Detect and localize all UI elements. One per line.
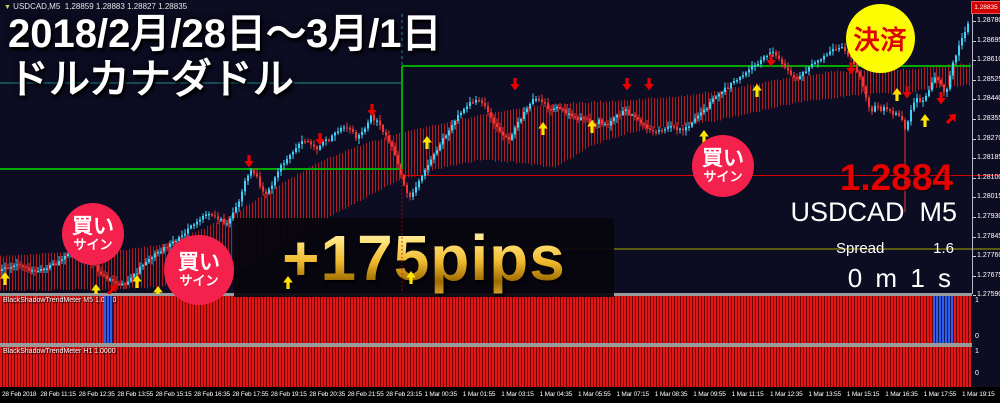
time-axis-label: 28 Feb 23:15 — [386, 391, 422, 398]
price-tick — [973, 40, 976, 42]
price-tick — [973, 60, 976, 62]
pane-separator[interactable] — [0, 343, 972, 347]
time-axis-label: 1 Mar 16:35 — [885, 391, 918, 398]
price-tick — [973, 217, 976, 218]
price-axis-label: 1.28015 — [977, 193, 1000, 201]
exit-signal-badge: 決済 — [846, 4, 915, 73]
price-tick — [973, 119, 976, 120]
time-axis-label: 28 Feb 21:55 — [347, 391, 384, 398]
price-tick — [973, 99, 976, 101]
headline: 2018/2月/28日〜3月/1日 ドルカナダドル — [8, 12, 442, 103]
time-axis-label: 1 Mar 11:15 — [731, 391, 764, 398]
time-axis-label: 1 Mar 01:55 — [462, 391, 496, 398]
price-tick — [973, 177, 976, 179]
price-axis-label: 1.27675 — [977, 271, 1000, 279]
price-axis-label: 1.28780 — [977, 17, 1000, 24]
time-axis-label: 28 Feb 11:15 — [40, 391, 76, 398]
price-axis-label: 1.27760 — [977, 252, 1000, 260]
trendmeter-blue-bars — [933, 296, 953, 343]
time-axis-label: 28 Feb 15:15 — [155, 391, 192, 398]
price-axis-label: 1.27930 — [977, 213, 1000, 220]
pane-scale-label: 1 — [975, 348, 979, 355]
price-tick — [973, 256, 976, 258]
pips-result-text: +175pips — [282, 221, 566, 294]
time-axis-label: 28 Feb 16:35 — [194, 391, 230, 398]
time-axis[interactable]: 28 Feb 2018 28 Feb 11:15 28 Feb 12:35 28 Fe… — [0, 387, 1000, 403]
price-axis-label: 1.28270 — [977, 134, 1000, 142]
time-axis-label: 1 Mar 03:15 — [501, 391, 534, 398]
trendmeter-m5-label: BlackShadowTrendMeter M5 1.0000 — [3, 297, 117, 304]
time-axis-label: 28 Feb 13:55 — [117, 391, 154, 398]
price-tick — [973, 197, 976, 199]
price-axis-label: 1.28440 — [977, 95, 1000, 103]
time-axis-label: 28 Feb 19:15 — [270, 391, 307, 398]
pair-timeframe-label: USDCAD M5 — [790, 197, 957, 227]
price-tick — [973, 295, 976, 297]
price-tick — [973, 79, 976, 81]
chart-title-bar: ▼ USDCAD,M5 1.28859 1.28883 1.28827 1.28… — [0, 0, 1000, 13]
trendmeter-m5-pane[interactable]: BlackShadowTrendMeter M5 1.0000 — [0, 296, 971, 343]
buy-signal-badge-3: 買い サイン — [692, 135, 754, 197]
price-axis-label: 1.28185 — [977, 154, 1000, 162]
time-axis-label: 28 Feb 20:35 — [309, 391, 346, 398]
pane-scale-label: 0 — [975, 333, 979, 340]
pane-scale-label: 0 — [975, 370, 979, 377]
spread-label: Spread — [836, 240, 885, 257]
pane-scale-label: 1 — [975, 297, 979, 304]
candle-timer: 0 m 1 s — [847, 263, 954, 293]
spread-row: Spread 1.6 — [836, 240, 954, 257]
trendmeter-h1-label: BlackShadowTrendMeter H1 1.0000 — [3, 348, 116, 355]
time-axis-label: 1 Mar 07:15 — [616, 391, 649, 398]
price-axis-label: 1.27845 — [977, 232, 1000, 240]
exit-price-label: 1.2884 — [839, 157, 953, 198]
headline-pair: ドルカナダドル — [8, 55, 294, 102]
time-axis-label: 1 Mar 17:55 — [923, 391, 957, 398]
spread-value: 1.6 — [933, 240, 954, 257]
price-axis[interactable]: 1.28780 1.28695 1.28610 1.28525 1.28440 1.283… — [972, 13, 1000, 298]
price-tick — [973, 158, 976, 160]
price-axis-label: 1.28525 — [977, 75, 1000, 83]
time-axis-label: 1 Mar 19:15 — [962, 391, 995, 398]
time-axis-label: 28 Feb 12:35 — [78, 391, 115, 398]
trendmeter-h1-pane[interactable]: BlackShadowTrendMeter H1 1.0000 — [0, 347, 971, 387]
symbol-period-label: USDCAD,M5 — [13, 2, 61, 11]
price-axis-label: 1.28695 — [977, 36, 1000, 44]
chart-marker-icon: ▼ — [4, 4, 11, 11]
price-axis-label: 1.28610 — [977, 56, 1000, 64]
price-axis-label: 1.28355 — [977, 115, 1000, 122]
price-tick — [973, 236, 976, 238]
time-axis-label: 1 Mar 05:55 — [578, 391, 611, 398]
buy-signal-badge-2: 買い サイン — [164, 235, 234, 305]
price-tick — [973, 275, 976, 277]
time-axis-label: 28 Feb 2018 — [2, 391, 37, 398]
time-axis-label: 1 Mar 15:15 — [846, 391, 880, 398]
price-tick — [973, 21, 976, 22]
headline-date: 2018/2月/28日〜3月/1日 — [8, 12, 442, 56]
time-axis-label: 1 Mar 08:35 — [654, 391, 688, 398]
ohlc-values: 1.28859 1.28883 1.28827 1.28835 — [64, 2, 188, 11]
trendmeter-blue-bars — [104, 296, 113, 343]
pips-result-box: +175pips — [234, 218, 614, 297]
time-axis-label: 1 Mar 13:55 — [808, 391, 841, 398]
time-axis-label: 1 Mar 09:55 — [693, 391, 726, 398]
time-axis-label: 28 Feb 17:55 — [232, 391, 269, 398]
time-axis-label: 1 Mar 12:35 — [770, 391, 803, 398]
price-axis-label: 1.27590 — [977, 291, 1000, 299]
time-axis-label: 1 Mar 00:35 — [424, 391, 457, 398]
price-axis-label: 1.28100 — [977, 173, 1000, 181]
current-price-badge: 1.28835 — [971, 1, 1000, 14]
buy-signal-badge-1: 買い サイン — [62, 203, 124, 265]
time-axis-label: 1 Mar 04:35 — [539, 391, 573, 398]
price-tick — [973, 138, 976, 140]
